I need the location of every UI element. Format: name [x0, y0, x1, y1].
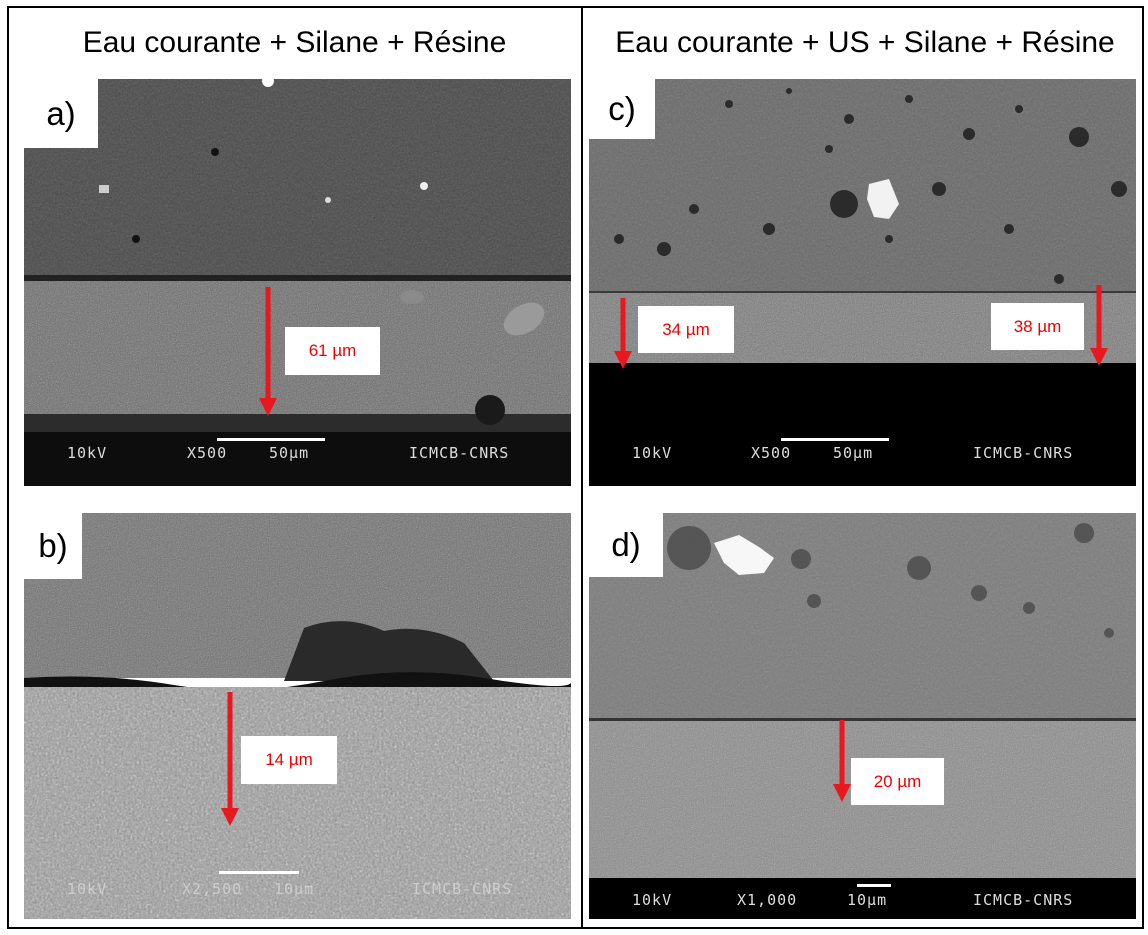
- sem-kv: 10kV: [632, 444, 673, 462]
- sem-scale: 10µm: [847, 891, 888, 909]
- sem-lab: ICMCB-CNRS: [412, 880, 513, 898]
- sem-kv: 10kV: [632, 891, 673, 909]
- sem-image-b: 10kV X2,500 10µm ICMCB-CNRS: [24, 513, 571, 919]
- sem-lab: ICMCB-CNRS: [973, 444, 1074, 462]
- sem-image-c: 10kV X500 50µm ICMCB-CNRS: [589, 79, 1136, 486]
- scale-bar: [217, 438, 325, 441]
- sem-image-d: 10kV X1,000 10µm ICMCB-CNRS: [589, 513, 1136, 919]
- sem-magnification: X1,000: [737, 891, 798, 909]
- measure-label-c-left: 34 µm: [638, 306, 734, 353]
- column-divider: [581, 6, 583, 929]
- sem-lab: ICMCB-CNRS: [409, 444, 510, 462]
- sem-kv: 10kV: [67, 880, 108, 898]
- sem-image-a: 10kV X500 50µm ICMCB-CNRS: [24, 79, 571, 486]
- left-column-header: Eau courante + Silane + Résine: [82, 26, 507, 59]
- measure-label-d: 20 µm: [851, 758, 944, 805]
- sem-magnification: X500: [187, 444, 228, 462]
- sem-scale: 10µm: [274, 880, 315, 898]
- measure-label-a: 61 µm: [285, 327, 380, 375]
- sem-kv: 10kV: [67, 444, 108, 462]
- panel-tag-c: c): [589, 79, 655, 139]
- sem-lab: ICMCB-CNRS: [973, 891, 1074, 909]
- panel-tag-d: d): [589, 513, 663, 577]
- panel-tag-a: a): [24, 79, 98, 148]
- right-column-header: Eau courante + US + Silane + Résine: [615, 26, 1115, 59]
- sem-magnification: X2,500: [182, 880, 243, 898]
- sem-scale: 50µm: [833, 444, 874, 462]
- sem-magnification: X500: [751, 444, 792, 462]
- figure-frame: [7, 6, 1144, 929]
- measure-label-b: 14 µm: [241, 736, 337, 784]
- measure-label-c-right: 38 µm: [991, 303, 1084, 350]
- panel-tag-b: b): [24, 513, 82, 579]
- sem-scale: 50µm: [269, 444, 310, 462]
